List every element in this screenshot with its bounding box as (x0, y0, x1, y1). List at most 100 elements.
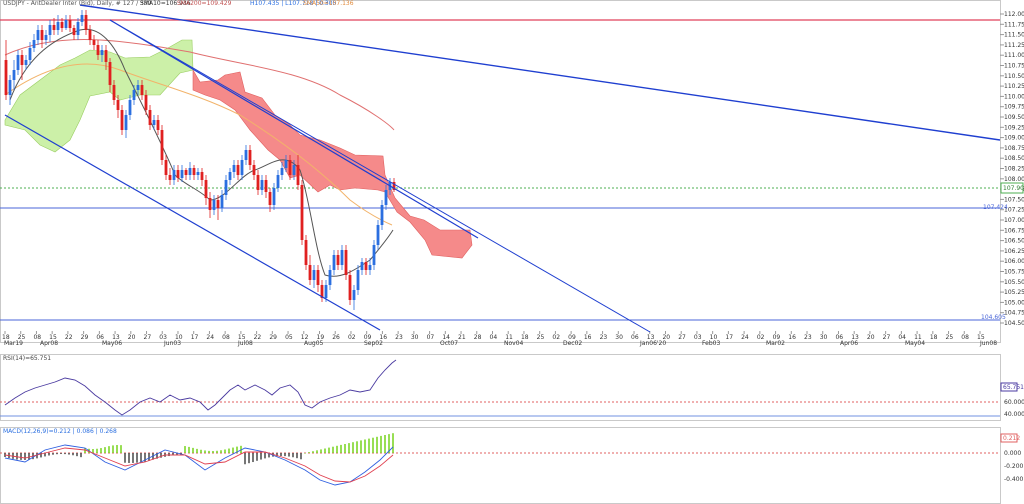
candle-body (4, 60, 8, 95)
candle-body (248, 150, 252, 165)
macd-histogram-bar (320, 449, 322, 453)
macd-histogram-bar (224, 449, 226, 453)
date-axis-month: Jun08 (979, 340, 997, 347)
date-axis-day: 15 (49, 334, 57, 341)
date-axis-day: 27 (883, 334, 891, 341)
candle-body (148, 110, 152, 125)
price-axis-label: 108.500 (1004, 155, 1024, 162)
candle-body (84, 15, 88, 30)
macd-histogram-bar (220, 450, 222, 453)
macd-histogram-bar (216, 450, 218, 453)
macd-histogram-bar (176, 453, 178, 456)
candle-body (392, 182, 396, 190)
macd-line (4, 444, 394, 486)
rsi-level-label: 40.000 (1004, 411, 1024, 418)
date-axis-month: Jun03 (163, 340, 181, 347)
macd-histogram-bar (72, 453, 74, 456)
macd-histogram-bar (344, 444, 346, 453)
macd-value-tag (1000, 433, 1018, 443)
macd-histogram-bar (192, 447, 194, 453)
candle-body (324, 285, 328, 298)
candle-body (252, 165, 256, 175)
ohlc-label: H107.435 | L107.718 | 0.305 (250, 0, 337, 7)
date-axis-day: 07 (427, 334, 435, 341)
candle-body (116, 100, 120, 110)
candle-body (272, 188, 276, 205)
ichimoku-cloud-bull (4, 39, 194, 153)
price-axis-label: 109.250 (1004, 124, 1024, 131)
date-axis-day: 03 (159, 334, 167, 341)
macd-histogram-bar (20, 453, 22, 460)
candle-body (140, 85, 144, 95)
date-axis-day: 11 (505, 334, 513, 341)
date-axis-day: 10 (710, 334, 718, 341)
candle-body (240, 160, 244, 175)
date-axis-day: 08 (222, 334, 230, 341)
candle-body (208, 198, 212, 210)
macd-histogram-bar (172, 453, 174, 456)
level-label-1: 107.424 (983, 204, 1008, 211)
date-axis-day: 08 (33, 334, 41, 341)
candle-body (212, 200, 216, 210)
candle-body (92, 40, 96, 45)
date-axis-day: 06 (631, 334, 639, 341)
candle-body (220, 195, 224, 208)
candle-body (320, 285, 324, 298)
macd-histogram-bar (40, 453, 42, 458)
macd-histogram-bar (196, 448, 198, 453)
macd-histogram-bar (352, 442, 354, 453)
macd-histogram-bar (136, 453, 138, 463)
date-axis-month: Aug05 (304, 340, 324, 347)
price-axis-label: 108.250 (1004, 166, 1024, 173)
candle-body (260, 180, 264, 190)
sma-orange-line (4, 63, 393, 226)
macd-histogram-bar (336, 445, 338, 453)
macd-histogram-bar (124, 453, 126, 463)
candle-body (160, 130, 164, 160)
candle-body (156, 120, 160, 130)
date-axis-day: 30 (820, 334, 828, 341)
candle-body (96, 45, 100, 55)
price-axis-label: 105.500 (1004, 279, 1024, 286)
macd-histogram-bar (364, 439, 366, 453)
macd-histogram-bar (300, 453, 302, 460)
macd-histogram-bar (276, 453, 278, 457)
sma10-label: SMA10=106.936 (140, 0, 191, 7)
macd-histogram-bar (392, 433, 394, 453)
macd-histogram-bar (268, 453, 270, 458)
price-axis-label: 109.750 (1004, 104, 1024, 111)
macd-histogram-bar (16, 453, 18, 460)
macd-histogram-bar (96, 448, 98, 453)
macd-histogram-bar (284, 453, 286, 457)
macd-histogram-bar (92, 448, 94, 453)
candle-body (64, 20, 68, 28)
macd-histogram-bar (188, 446, 190, 453)
date-axis-month: Dec02 (563, 340, 582, 347)
candle-body (344, 250, 348, 275)
trendline-extension (109, 19, 651, 333)
price-axis-label: 111.750 (1004, 21, 1024, 28)
macd-histogram-bar (316, 450, 318, 453)
date-axis-day: 15 (238, 334, 246, 341)
price-axis-label: 105.250 (1004, 289, 1024, 296)
candle-body (276, 175, 280, 188)
date-axis-day: 23 (395, 334, 403, 341)
macd-histogram-bar (380, 435, 382, 453)
date-axis-day: 22 (65, 334, 73, 341)
date-axis-day: 25 (537, 334, 545, 341)
candle-body (192, 168, 196, 175)
macd-histogram-bar (264, 453, 266, 459)
candle-body (356, 270, 360, 290)
candle-body (380, 205, 384, 225)
candle-body (224, 180, 228, 195)
candle-body (384, 190, 388, 205)
date-axis-day: 02 (348, 334, 356, 341)
rsi-value-tag (1000, 382, 1018, 392)
macd-histogram-bar (68, 453, 70, 455)
candle-body (304, 240, 308, 265)
date-axis-month: May04 (905, 340, 925, 347)
rsi-title: RSI(14)=65.751 (3, 355, 51, 362)
ichimoku-cloud-bear (192, 68, 473, 259)
candle-body (32, 40, 36, 48)
